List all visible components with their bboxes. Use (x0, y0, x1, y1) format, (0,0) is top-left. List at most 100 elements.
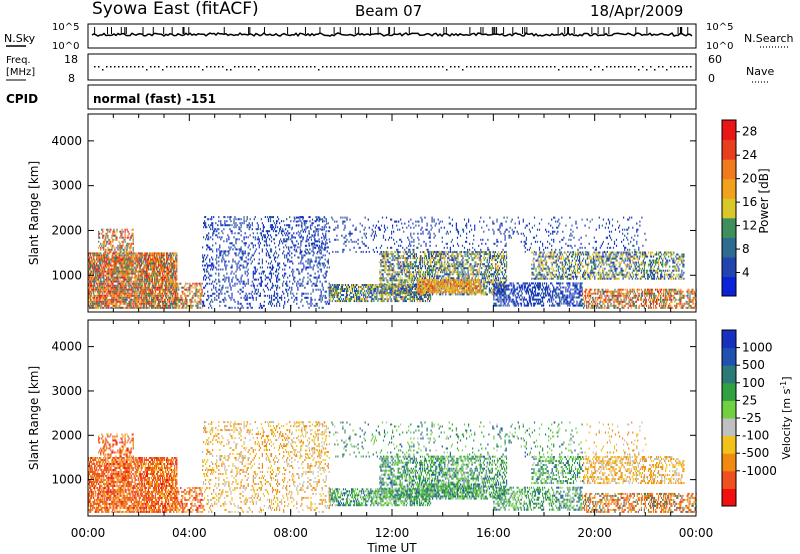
power-cell (171, 304, 173, 307)
power-cell (95, 280, 97, 283)
freq-dot (514, 66, 516, 68)
power-cell (389, 273, 391, 276)
power-cell (102, 266, 104, 269)
power-cell (109, 242, 111, 245)
power-cell (123, 266, 125, 269)
power-cell (348, 288, 351, 290)
power-cell (264, 294, 266, 297)
power-cell (164, 298, 166, 301)
power-cell (289, 250, 291, 253)
power-cell (351, 298, 353, 301)
power-cell (179, 300, 181, 303)
power-cell (384, 259, 386, 262)
power-cell (312, 246, 314, 249)
power-cell (169, 270, 171, 273)
power-cell (263, 270, 265, 273)
power-cell (261, 236, 263, 239)
power-cell (183, 306, 185, 309)
power-cell (154, 256, 157, 259)
power-cell (260, 276, 262, 279)
power-cell (227, 290, 229, 293)
power-cell (100, 306, 102, 309)
power-cell (209, 246, 211, 249)
power-cell (371, 300, 373, 303)
power-cell (171, 300, 173, 303)
power-cell (95, 266, 97, 269)
power-cell (115, 276, 117, 279)
power-cell (120, 230, 122, 233)
power-cell (245, 292, 247, 295)
power-cell (119, 264, 121, 267)
power-cell (122, 278, 124, 281)
power-cell (133, 302, 135, 305)
power-cell (157, 302, 160, 305)
power-cell (212, 262, 214, 265)
power-cell (405, 300, 407, 303)
power-cell (296, 298, 298, 301)
power-cell (281, 294, 283, 297)
power-cell (257, 236, 259, 239)
power-cell (107, 278, 109, 281)
power-cell (112, 300, 114, 303)
power-cell (152, 268, 155, 271)
power-cell (384, 269, 386, 272)
power-cell (180, 294, 182, 297)
power-cell (318, 276, 320, 279)
power-cell (170, 280, 172, 283)
power-cell (292, 262, 294, 265)
power-cell (255, 298, 257, 301)
power-cell (132, 252, 134, 255)
power-cell (194, 298, 196, 301)
power-cell (100, 292, 102, 295)
power-cell (102, 260, 104, 263)
power-cell (119, 276, 121, 279)
power-cell (163, 266, 165, 269)
power-cell (121, 254, 123, 257)
power-cell (122, 244, 124, 247)
power-cell (355, 286, 357, 288)
power-cell (115, 298, 117, 301)
power-cell (398, 300, 400, 303)
power-cell (236, 266, 238, 269)
power-cell (105, 304, 107, 307)
power-cell (402, 251, 404, 254)
power-cell (368, 286, 370, 288)
nave-label: Nave (746, 65, 774, 78)
power-cell (192, 304, 194, 307)
power-cell (381, 285, 383, 288)
power-cell (200, 298, 202, 301)
power-cell (167, 266, 169, 269)
power-cell (297, 280, 299, 283)
power-cell (240, 288, 242, 291)
power-cell (151, 256, 153, 259)
power-cell (90, 262, 92, 265)
power-cell (148, 276, 150, 279)
power-cell (143, 276, 145, 279)
power-cell (169, 302, 171, 305)
power-cell (220, 250, 222, 253)
power-cell (144, 266, 146, 269)
power-cell (249, 224, 251, 227)
power-cell (242, 290, 244, 293)
power-cell (398, 289, 400, 292)
power-cell (119, 270, 121, 273)
power-cell (108, 302, 110, 305)
power-cell (139, 260, 141, 263)
power-cell (114, 254, 116, 257)
power-cell (96, 256, 98, 259)
power-cell (322, 286, 324, 289)
freq-unit-label: [MHz] (6, 67, 35, 78)
power-cell (114, 304, 116, 307)
power-cell (109, 258, 111, 261)
power-cell (97, 258, 99, 261)
power-cell (120, 296, 122, 299)
power-cell (219, 246, 221, 249)
power-cell (96, 270, 98, 273)
power-cell (127, 304, 129, 307)
power-cell (391, 251, 393, 254)
power-cell (90, 270, 92, 273)
freq-dot (598, 66, 600, 68)
power-cell (319, 262, 321, 265)
power-cell (154, 274, 157, 277)
power-cell (228, 236, 230, 239)
